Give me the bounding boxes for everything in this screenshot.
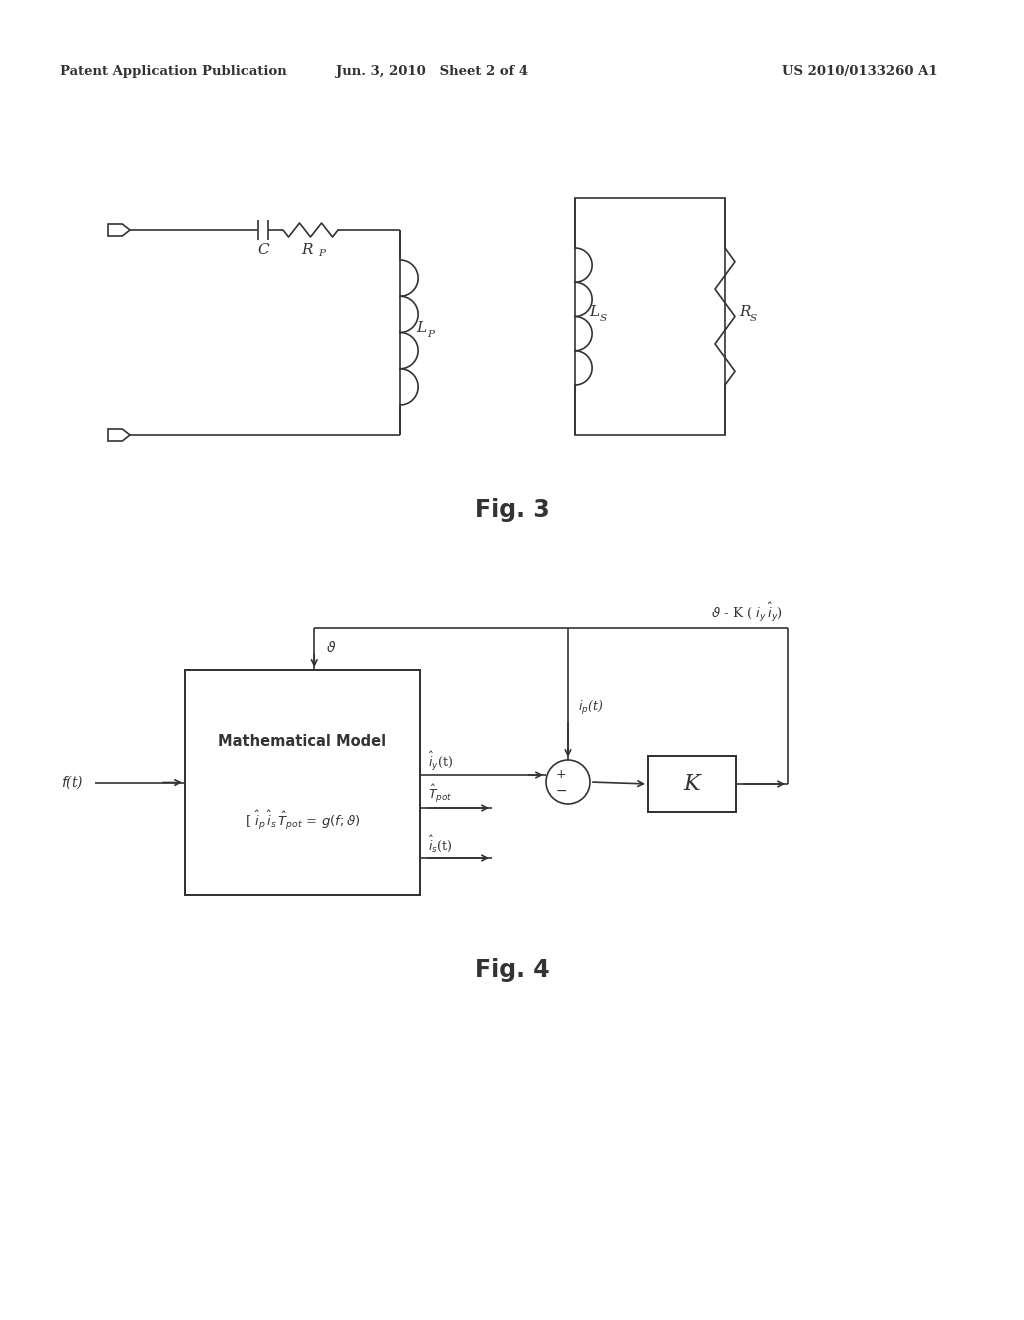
Text: L: L xyxy=(416,322,426,335)
Text: S: S xyxy=(750,314,757,323)
Bar xyxy=(185,671,420,895)
Text: Jun. 3, 2010   Sheet 2 of 4: Jun. 3, 2010 Sheet 2 of 4 xyxy=(336,66,528,78)
Text: +: + xyxy=(556,768,566,781)
Polygon shape xyxy=(108,429,130,441)
Text: Fig. 3: Fig. 3 xyxy=(475,498,549,521)
Text: $\hat{T}_{pot}$: $\hat{T}_{pot}$ xyxy=(428,783,453,805)
Text: C: C xyxy=(257,243,269,257)
Text: $\vartheta$ - K ( $i_y\,\hat{i}_y$): $\vartheta$ - K ( $i_y\,\hat{i}_y$) xyxy=(711,601,783,623)
Text: $f$(t): $f$(t) xyxy=(61,774,84,791)
Text: Fig. 4: Fig. 4 xyxy=(475,958,549,982)
Text: R: R xyxy=(739,305,751,319)
Text: Mathematical Model: Mathematical Model xyxy=(218,734,387,750)
Text: P: P xyxy=(318,248,326,257)
Bar xyxy=(648,756,736,812)
Text: US 2010/0133260 A1: US 2010/0133260 A1 xyxy=(782,66,938,78)
Text: L: L xyxy=(589,305,599,319)
Text: −: − xyxy=(555,784,567,799)
Text: $i_p$(t): $i_p$(t) xyxy=(578,700,603,717)
Circle shape xyxy=(546,760,590,804)
Text: [ $\hat{i}_p\,\hat{i}_s\,\hat{T}_{pot}$ = $g(f;\vartheta)$: [ $\hat{i}_p\,\hat{i}_s\,\hat{T}_{pot}$ … xyxy=(245,808,360,832)
Text: $\vartheta$: $\vartheta$ xyxy=(327,640,337,656)
Text: $\hat{i}_y$(t): $\hat{i}_y$(t) xyxy=(428,750,453,772)
Text: K: K xyxy=(684,774,700,795)
Polygon shape xyxy=(108,224,130,236)
Bar xyxy=(575,198,725,436)
Text: R: R xyxy=(301,243,312,257)
Text: $\hat{i}_s$(t): $\hat{i}_s$(t) xyxy=(428,834,453,854)
Text: S: S xyxy=(600,314,607,323)
Text: P: P xyxy=(427,330,434,339)
Text: Patent Application Publication: Patent Application Publication xyxy=(60,66,287,78)
